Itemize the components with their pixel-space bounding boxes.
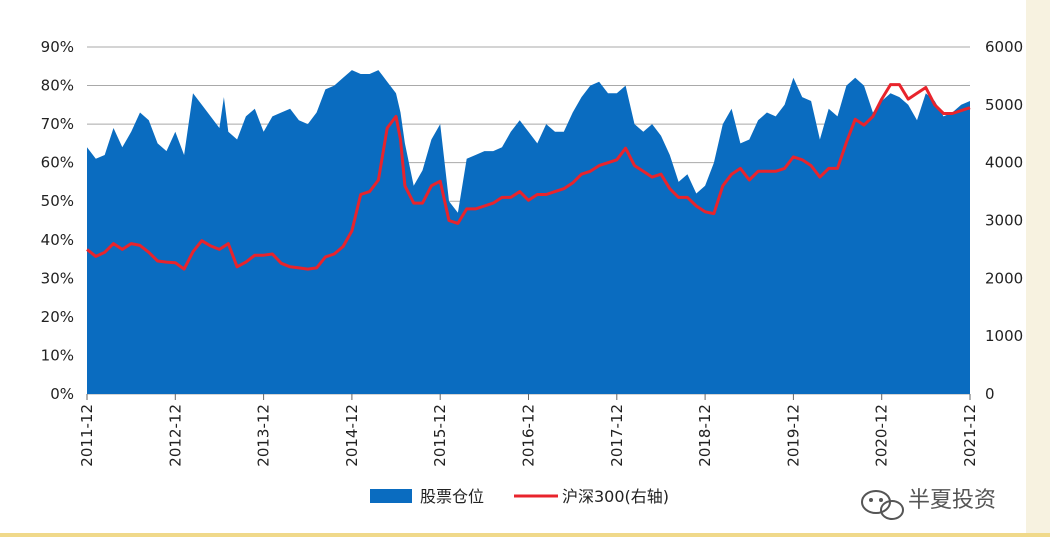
x-tick-label: 2011-12 — [78, 404, 96, 467]
x-tick-label: 2019-12 — [784, 404, 802, 467]
line-series-csi300 — [86, 83, 971, 271]
watermark-text: 半夏投资 — [908, 488, 996, 513]
watermark: 半夏投资 — [861, 488, 996, 520]
left-tick-label: 10% — [41, 346, 74, 364]
area-series-stock-position — [87, 70, 970, 394]
left-tick-label: 50% — [41, 192, 74, 210]
x-tick-label: 2016-12 — [520, 404, 538, 467]
left-tick-label: 0% — [50, 385, 74, 403]
wechat-icon — [861, 490, 904, 520]
right-tick-label: 5000 — [985, 96, 1023, 114]
bottom-rule — [0, 533, 1050, 537]
x-tick-label: 2014-12 — [343, 404, 361, 467]
legend-label-line: 沪深300(右轴) — [562, 487, 669, 506]
x-tick-label: 2013-12 — [255, 404, 273, 467]
x-tick-label: 2012-12 — [166, 404, 184, 467]
left-tick-label: 30% — [41, 269, 74, 287]
x-tick-label: 2020-12 — [873, 404, 891, 467]
x-tick-label: 2018-12 — [696, 404, 714, 467]
left-tick-label: 80% — [41, 77, 74, 95]
left-axis-ticks: 0% 10% 20% 30% 40% 50% 60% 70% 80% 90% — [41, 38, 74, 403]
left-tick-label: 70% — [41, 115, 74, 133]
left-tick-label: 60% — [41, 154, 74, 172]
right-tick-label: 1000 — [985, 327, 1023, 345]
left-tick-label: 90% — [41, 38, 74, 56]
legend: 股票仓位 沪深300(右轴) — [370, 487, 669, 506]
legend-label-area: 股票仓位 — [420, 487, 484, 506]
area-layer — [87, 70, 970, 394]
left-tick-label: 20% — [41, 308, 74, 326]
right-tick-label: 4000 — [985, 154, 1023, 172]
x-tick-label: 2017-12 — [608, 404, 626, 467]
legend-swatch-area — [370, 489, 412, 503]
x-tick-label: 2015-12 — [431, 404, 449, 467]
line-layer — [86, 83, 971, 271]
right-tick-label: 0 — [985, 385, 995, 403]
left-tick-label: 40% — [41, 231, 74, 249]
x-axis-ticks: 2011-12 2012-12 2013-12 2014-12 2015-12 2016-… — [78, 394, 979, 467]
right-tick-label: 2000 — [985, 269, 1023, 287]
right-tick-label: 6000 — [985, 38, 1023, 56]
right-tick-label: 3000 — [985, 212, 1023, 230]
x-tick-label: 2021-12 — [961, 404, 979, 467]
right-axis-ticks: 0 1000 2000 3000 4000 5000 6000 — [985, 38, 1023, 403]
